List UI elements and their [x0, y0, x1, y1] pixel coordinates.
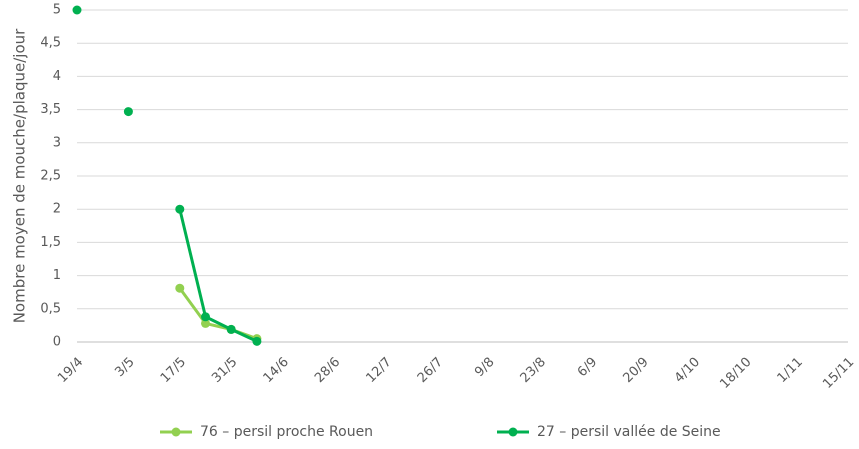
y-tick-label: 0,5	[40, 301, 61, 316]
y-axis-label: Nombre moyen de mouche/plaque/jour	[11, 28, 29, 323]
series-line	[178, 208, 258, 343]
x-tick-label: 26/7	[415, 355, 446, 386]
y-tick-label: 0	[53, 335, 61, 350]
y-tick-label: 2,5	[40, 169, 61, 184]
x-tick-label: 28/6	[312, 355, 343, 386]
legend-label: 76 – persil proche Rouen	[200, 424, 373, 440]
point	[252, 336, 262, 346]
point	[72, 5, 82, 15]
x-tick-label: 20/9	[620, 355, 651, 386]
x-tick-label: 17/5	[158, 355, 189, 386]
y-tick-label: 3,5	[40, 102, 61, 117]
legend-marker	[508, 427, 518, 437]
x-tick-label: 12/7	[363, 355, 394, 386]
point	[226, 324, 236, 334]
y-tick-label: 1	[53, 268, 61, 283]
point	[175, 283, 185, 293]
point	[201, 318, 210, 328]
legend-marker	[171, 427, 181, 437]
x-tick-label: 23/8	[518, 355, 549, 386]
legend-label: 27 – persil vallée de Seine	[537, 424, 721, 440]
y-tick-label: 4,5	[40, 36, 61, 51]
point	[175, 204, 185, 214]
series-line	[178, 287, 258, 341]
y-tick-label: 4	[53, 69, 61, 84]
x-tick-label: 18/10	[717, 355, 754, 392]
y-tick-label: 2	[53, 202, 61, 217]
x-tick-label: 1/11	[775, 355, 806, 386]
x-tick-label: 9/8	[472, 355, 497, 380]
y-tick-label: 3	[53, 135, 61, 150]
x-tick-label: 15/11	[820, 355, 857, 392]
y-tick-label: 5	[53, 3, 61, 18]
y-tick-label: 1,5	[40, 235, 61, 250]
x-tick-label: 31/5	[209, 355, 240, 386]
x-tick-label: 14/6	[261, 355, 292, 386]
point	[123, 107, 133, 117]
x-tick-label: 3/5	[112, 355, 137, 380]
point	[201, 312, 210, 322]
x-tick-label: 4/10	[672, 355, 703, 386]
x-tick-label: 6/9	[575, 355, 600, 380]
x-tick-label: 19/4	[55, 355, 86, 386]
